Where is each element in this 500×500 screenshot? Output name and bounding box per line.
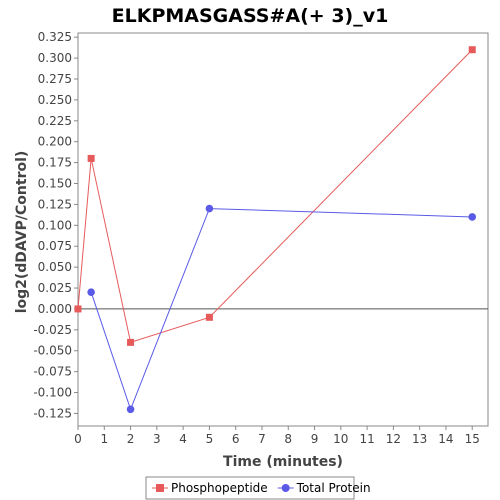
data-point-total-protein (87, 288, 95, 297)
x-tick-label: 13 (412, 432, 427, 446)
y-tick-label: 0.025 (38, 281, 72, 295)
legend-label-phosphopeptide: Phosphopeptide (171, 481, 268, 495)
data-point-phosphopeptide (205, 313, 213, 321)
legend: Phosphopeptide Total Protein (145, 476, 371, 500)
y-tick-label: -0.100 (33, 386, 72, 400)
data-point-phosphopeptide (74, 305, 82, 313)
x-tick-label: 12 (386, 432, 401, 446)
y-tick-label: -0.025 (33, 323, 72, 337)
x-tick-label: 6 (232, 432, 240, 446)
data-point-total-protein (205, 204, 214, 213)
x-tick-label: 2 (127, 432, 135, 446)
x-tick-label: 0 (74, 432, 82, 446)
y-tick-label: 0.200 (38, 135, 72, 149)
x-tick-label: 3 (153, 432, 161, 446)
y-tick-label: 0.250 (38, 93, 72, 107)
y-tick-label: 0.225 (38, 114, 72, 128)
data-point-total-protein (126, 405, 135, 414)
y-tick-label: 0.300 (38, 51, 72, 65)
y-tick-label: 0.050 (38, 260, 72, 274)
x-tick-label: 14 (438, 432, 453, 446)
y-tick-label: -0.050 (33, 344, 72, 358)
y-tick-label: -0.125 (33, 406, 72, 420)
x-tick-label: 4 (179, 432, 187, 446)
y-tick-label: -0.075 (33, 365, 72, 379)
series-line-total-protein (90, 208, 473, 411)
legend-marker-total-protein (281, 484, 290, 492)
x-tick-label: 5 (206, 432, 214, 446)
x-tick-label: 10 (333, 432, 348, 446)
data-point-phosphopeptide (468, 46, 476, 54)
x-tick-label: 1 (100, 432, 108, 446)
x-axis: 0 1 2 3 4 5 6 7 8 9 10 11 12 13 14 15 (74, 426, 480, 446)
x-tick-label: 15 (465, 432, 480, 446)
series-group (74, 46, 477, 414)
data-point-phosphopeptide (87, 154, 95, 162)
y-tick-label: 0.100 (38, 218, 72, 232)
y-tick-label: 0.125 (38, 197, 72, 211)
y-tick-label: 0.150 (38, 177, 72, 191)
y-tick-label: 0.325 (38, 30, 72, 44)
x-tick-label: 11 (359, 432, 374, 446)
y-tick-label: 0.075 (38, 239, 72, 253)
x-tick-label: 8 (284, 432, 292, 446)
x-tick-label: 7 (258, 432, 266, 446)
y-tick-label: 0.175 (38, 156, 72, 170)
legend-box (145, 476, 355, 500)
legend-label-total-protein: Total Protein (296, 481, 371, 495)
plot-area (77, 32, 489, 427)
x-tick-label: 9 (311, 432, 319, 446)
data-point-phosphopeptide (127, 338, 135, 346)
y-tick-label: 0.275 (38, 72, 72, 86)
y-axis-label: log2(dDAVP/Control) (14, 151, 30, 314)
data-point-total-protein (468, 213, 477, 221)
y-tick-label: 0.000 (38, 302, 72, 316)
chart-title: ELKPMASGASS#A(+ 3)_v1 (112, 5, 389, 27)
y-axis: -0.125 -0.100 -0.075 -0.050 -0.025 0.000 0.025… (33, 30, 78, 420)
x-axis-label: Time (minutes) (223, 454, 343, 470)
legend-marker-phosphopeptide (156, 484, 164, 492)
